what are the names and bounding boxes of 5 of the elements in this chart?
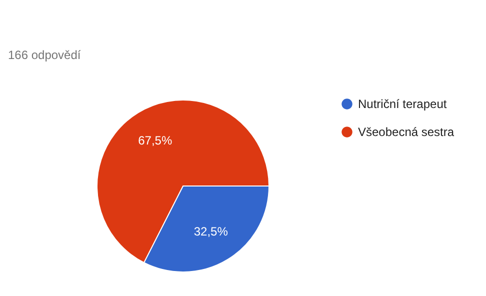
chart-subtitle: 166 odpovědí xyxy=(8,48,82,62)
legend-label: Nutriční terapeut xyxy=(358,97,448,111)
legend-label: Všeobecná sestra xyxy=(358,125,454,139)
data-label: 32,5% xyxy=(194,224,228,238)
data-label: 67,5% xyxy=(138,134,172,148)
